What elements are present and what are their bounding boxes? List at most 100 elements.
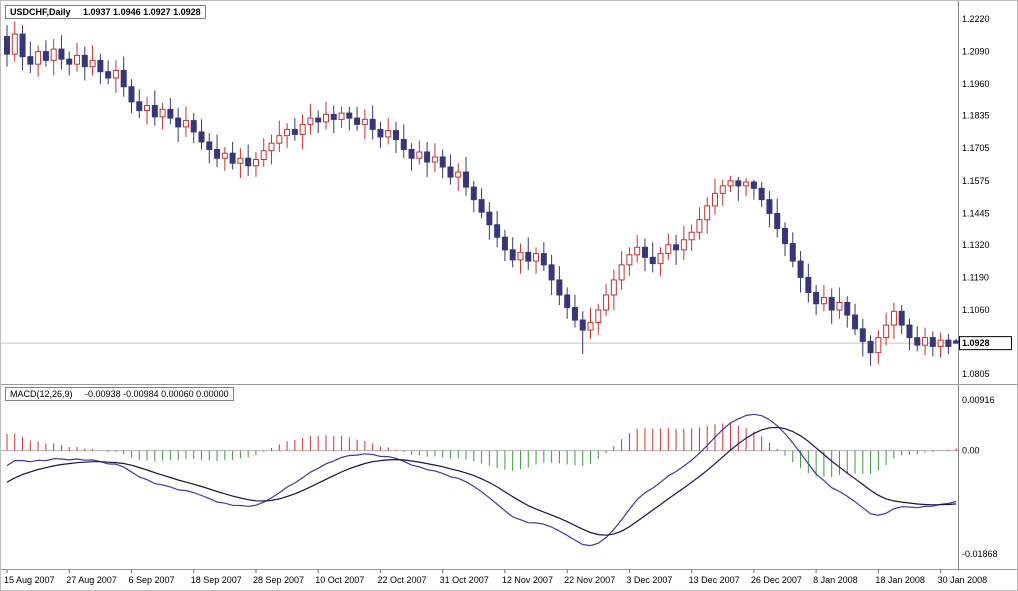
current-price-box: [959, 336, 1012, 351]
macd-title-box: MACD(12,26,9) -0.00938 -0.00984 0.00060 …: [5, 387, 234, 401]
candle-body: [782, 227, 788, 245]
candle-body: [867, 340, 874, 354]
candle-body: [953, 340, 960, 344]
candle-body: [198, 131, 205, 143]
macd-histogram: [6, 423, 957, 478]
candle-body: [836, 301, 843, 311]
candle-body: [540, 253, 547, 266]
macd-signal-line: [6, 426, 957, 536]
candle-body: [743, 181, 750, 187]
candle-body: [525, 251, 532, 262]
candle-body: [704, 205, 711, 221]
price-axis[interactable]: 1.2220 1.2090 1.1960 1.1835 1.1705 1.1575 1.14…: [962, 14, 990, 379]
candle-body: [206, 141, 213, 150]
candle-body: [159, 108, 166, 118]
time-axis-label: 12 Nov 2007: [502, 575, 553, 585]
candle-body: [276, 135, 283, 144]
candle-body: [42, 51, 49, 61]
candle-body: [252, 158, 259, 167]
candle-body: [564, 294, 571, 309]
candle-body: [890, 310, 897, 326]
candle-body: [587, 322, 594, 331]
price-axis-label: 1.2090: [962, 47, 990, 57]
candle-body: [369, 118, 376, 130]
candle-body: [112, 69, 119, 79]
chart-title-box: USDCHF,Daily 1.0937 1.0946 1.0927 1.0928: [5, 5, 206, 19]
candle-body: [4, 36, 10, 55]
candle-body: [97, 59, 104, 73]
current-price-badge: 1.0928: [959, 336, 1012, 351]
time-axis-label: 15 Aug 2007: [4, 575, 55, 585]
candle-body: [898, 310, 905, 326]
candle-body: [89, 59, 96, 68]
candle-body: [509, 249, 516, 261]
time-axis[interactable]: 15 Aug 2007 27 Aug 2007 6 Sep 2007 18 Sep 2…: [4, 570, 987, 585]
candle-body: [354, 117, 361, 125]
time-axis-label: 31 Oct 2007: [440, 575, 489, 585]
candle-body: [548, 264, 555, 281]
candle-body: [439, 156, 446, 168]
candle-body: [494, 224, 501, 238]
candle-body: [696, 219, 703, 233]
candle-body: [120, 69, 127, 88]
candle-body: [424, 151, 431, 163]
time-axis-label: 30 Jan 2008: [938, 575, 988, 585]
candle-body: [820, 296, 827, 305]
candle-body: [711, 192, 718, 207]
candle-body: [470, 186, 477, 201]
candle-body: [245, 157, 252, 167]
candle-body: [447, 166, 454, 178]
price-axis-label: 1.1060: [962, 305, 990, 315]
candle-body: [416, 151, 423, 159]
candle-body: [66, 58, 73, 65]
candle-body: [805, 276, 812, 293]
price-axis-label: 1.1835: [962, 111, 990, 121]
time-axis-label: 3 Dec 2007: [626, 575, 672, 585]
price-axis-label: 1.1575: [962, 176, 990, 186]
candle-body: [618, 264, 625, 281]
candle-body: [237, 157, 244, 164]
candle-body: [727, 180, 734, 187]
candle-body: [766, 199, 773, 214]
candle-body: [128, 86, 135, 103]
candle-body: [307, 117, 314, 125]
price-axis-label: 1.2220: [962, 14, 990, 24]
candle-body: [105, 71, 112, 79]
candle-body: [610, 279, 617, 296]
candle-body: [385, 130, 392, 138]
current-price-label: 1.0928: [962, 338, 990, 348]
candle-body: [229, 152, 236, 164]
candle-body: [735, 180, 742, 187]
candle-body: [595, 309, 602, 324]
candle-body: [361, 118, 368, 125]
candle-body: [852, 314, 859, 330]
time-axis-label: 26 Dec 2007: [751, 575, 802, 585]
candle-body: [27, 56, 34, 65]
macd-axis[interactable]: 0.00916 0.00 -0.01868: [962, 395, 998, 559]
price-axis-label: 1.1445: [962, 208, 990, 218]
macd-axis-label: 0.00916: [962, 395, 995, 405]
candle-body: [813, 291, 820, 305]
candle-body: [517, 251, 524, 261]
candle-body: [641, 246, 648, 258]
candle-body: [774, 212, 781, 229]
candle-body: [906, 324, 913, 339]
time-axis-label: 28 Sep 2007: [253, 575, 304, 585]
candle-body: [929, 337, 936, 347]
candle-body: [486, 211, 493, 226]
candle-body: [883, 324, 890, 339]
candle-body: [556, 279, 563, 296]
candle-body: [758, 187, 765, 201]
candlestick-series: [4, 21, 960, 366]
candle-body: [214, 148, 221, 159]
candle-body: [291, 128, 298, 135]
candle-body: [603, 294, 610, 311]
candle-body: [680, 239, 687, 251]
candle-body: [338, 112, 345, 120]
time-axis-label: 22 Nov 2007: [564, 575, 615, 585]
candle-body: [284, 128, 291, 137]
macd-indicator-values: -0.00938 -0.00984 0.00060 0.00000: [85, 389, 229, 399]
macd-indicator-label: MACD(12,26,9): [10, 389, 73, 399]
price-axis-label: 1.1705: [962, 143, 990, 153]
